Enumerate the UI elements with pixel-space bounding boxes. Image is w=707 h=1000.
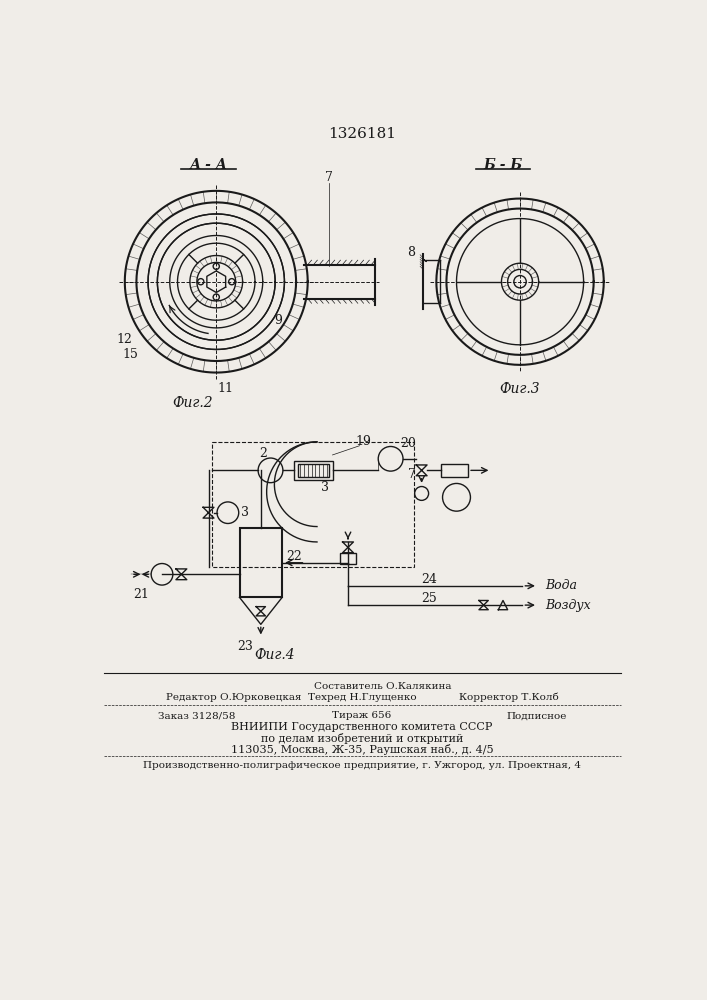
Text: Фиг.2: Фиг.2 (173, 396, 214, 410)
Bar (340, 553, 356, 564)
Text: ВНИИПИ Государственного комитета СССР: ВНИИПИ Государственного комитета СССР (231, 722, 493, 732)
Bar (212, 442, 414, 567)
Text: 23: 23 (238, 640, 253, 653)
Text: 20: 20 (400, 437, 416, 450)
Text: по делам изобретений и открытий: по делам изобретений и открытий (261, 733, 463, 744)
Bar (298, 464, 329, 477)
Text: 9: 9 (274, 314, 282, 327)
Text: 7: 7 (325, 171, 332, 184)
Text: 7: 7 (407, 468, 416, 481)
Text: Производственно-полиграфическое предприятие, г. Ужгород, ул. Проектная, 4: Производственно-полиграфическое предприя… (143, 761, 581, 770)
Text: Заказ 3128/58: Заказ 3128/58 (158, 711, 235, 720)
Text: Составитель О.Калякина: Составитель О.Калякина (314, 682, 452, 691)
Bar (293, 461, 332, 480)
Text: Фиг.3: Фиг.3 (500, 382, 540, 396)
Text: 24: 24 (421, 573, 438, 586)
Text: Вода: Вода (546, 579, 578, 592)
Text: 19: 19 (356, 435, 371, 448)
Text: Корректор Т.Колб: Корректор Т.Колб (459, 693, 559, 702)
Text: 21: 21 (133, 588, 149, 601)
Text: 25: 25 (421, 592, 437, 605)
Text: Фиг.4: Фиг.4 (254, 648, 295, 662)
Text: Редактор О.Юрковецкая: Редактор О.Юрковецкая (166, 693, 301, 702)
Text: Тираж 656: Тираж 656 (332, 711, 392, 720)
Text: А - А: А - А (189, 158, 228, 172)
Text: Подписное: Подписное (506, 711, 566, 720)
Text: 3: 3 (241, 506, 249, 519)
Bar (441, 464, 468, 477)
Text: 8: 8 (407, 246, 416, 259)
Text: Техред Н.Глущенко: Техред Н.Глущенко (308, 693, 416, 702)
Text: Воздух: Воздух (546, 599, 591, 612)
Bar (240, 528, 282, 597)
Text: 15: 15 (123, 348, 139, 361)
Text: 11: 11 (218, 382, 233, 395)
Text: 2: 2 (259, 447, 267, 460)
Text: 12: 12 (117, 333, 132, 346)
Text: Б - Б: Б - Б (484, 158, 522, 172)
Text: 1326181: 1326181 (328, 127, 396, 141)
Text: 113035, Москва, Ж-35, Раушская наб., д. 4/5: 113035, Москва, Ж-35, Раушская наб., д. … (230, 744, 493, 755)
Text: 22: 22 (286, 550, 302, 563)
Text: 3: 3 (321, 481, 329, 494)
